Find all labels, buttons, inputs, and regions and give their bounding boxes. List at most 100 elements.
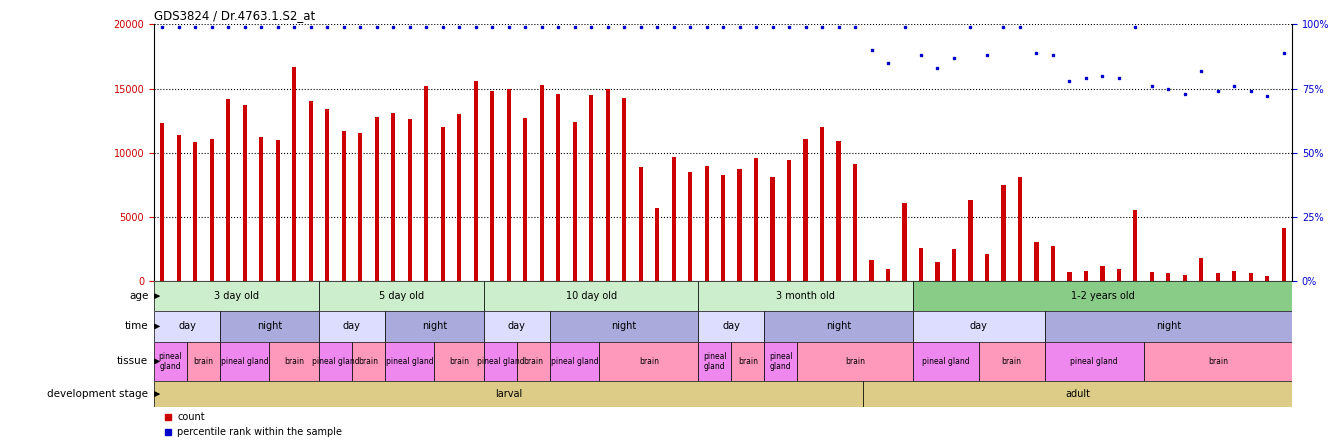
Bar [540,85,544,281]
Bar [506,88,510,281]
Bar [242,105,246,281]
Bar [1232,271,1236,281]
Bar [952,249,956,281]
Bar [770,177,774,281]
Text: pineal gland: pineal gland [923,357,969,366]
Text: pineal gland: pineal gland [550,357,599,366]
Bar [483,311,550,341]
Bar [177,135,181,281]
Bar [1166,273,1170,281]
Text: pineal gland: pineal gland [477,357,524,366]
Text: night: night [422,321,447,332]
Text: night: night [257,321,283,332]
Text: brain: brain [524,357,544,366]
Text: night: night [612,321,637,332]
Bar [913,311,1044,341]
Bar [1044,311,1292,341]
Bar [1018,177,1022,281]
Bar [352,341,384,381]
Bar [319,341,352,381]
Bar [886,270,890,281]
Bar [605,88,609,281]
Text: 3 day old: 3 day old [214,291,258,301]
Text: pineal
gland: pineal gland [158,352,182,371]
Bar [797,341,913,381]
Bar [936,262,940,281]
Bar [699,341,731,381]
Bar [550,341,600,381]
Bar [358,134,363,281]
Bar [655,208,659,281]
Bar [787,160,791,281]
Bar [688,172,692,281]
Text: night: night [826,321,852,332]
Bar [391,113,395,281]
Bar [308,101,313,281]
Bar [803,139,807,281]
Bar [1044,341,1144,381]
Bar [979,341,1044,381]
Bar [517,341,550,381]
Bar [837,141,841,281]
Text: pineal
gland: pineal gland [769,352,793,371]
Bar [292,67,296,281]
Bar [556,94,560,281]
Text: pineal gland: pineal gland [221,357,269,366]
Bar [424,86,428,281]
Legend: count, percentile rank within the sample: count, percentile rank within the sample [159,408,347,441]
Bar [699,281,913,311]
Text: day: day [969,321,988,332]
Bar [193,143,197,281]
Text: pineal gland: pineal gland [1070,357,1118,366]
Bar [1067,272,1071,281]
Bar [1083,271,1089,281]
Bar [864,381,1292,407]
Bar [986,254,990,281]
Bar [1117,270,1121,281]
Text: day: day [178,321,195,332]
Text: pineal
gland: pineal gland [703,352,727,371]
Bar [187,341,220,381]
Bar [738,169,742,281]
Bar [869,261,873,281]
Bar [1281,228,1285,281]
Bar [483,341,517,381]
Bar [384,311,483,341]
Bar [1249,273,1253,281]
Bar [154,281,319,311]
Bar [269,341,319,381]
Bar [474,81,478,281]
Bar [853,164,857,281]
Bar [573,122,577,281]
Text: day: day [343,321,362,332]
Text: pineal gland: pineal gland [386,357,434,366]
Bar [319,281,483,311]
Text: brain: brain [1208,357,1228,366]
Bar [154,311,220,341]
Bar [589,95,593,281]
Text: pineal gland: pineal gland [312,357,359,366]
Bar [913,281,1292,311]
Text: 1-2 years old: 1-2 years old [1071,291,1134,301]
Bar [600,341,699,381]
Text: time: time [125,321,149,332]
Bar [639,167,643,281]
Text: tissue: tissue [118,357,149,366]
Text: larval: larval [495,389,522,399]
Bar [434,341,483,381]
Text: brain: brain [359,357,379,366]
Bar [902,203,907,281]
Text: brain: brain [738,357,758,366]
Bar [1182,274,1186,281]
Text: 3 month old: 3 month old [777,291,836,301]
Bar [731,341,765,381]
Bar [765,341,797,381]
Bar [1200,258,1204,281]
Text: 10 day old: 10 day old [565,291,617,301]
Bar [754,158,758,281]
Bar [1216,273,1220,281]
Text: development stage: development stage [47,389,149,399]
Bar [457,114,461,281]
Bar [483,281,699,311]
Bar [623,98,627,281]
